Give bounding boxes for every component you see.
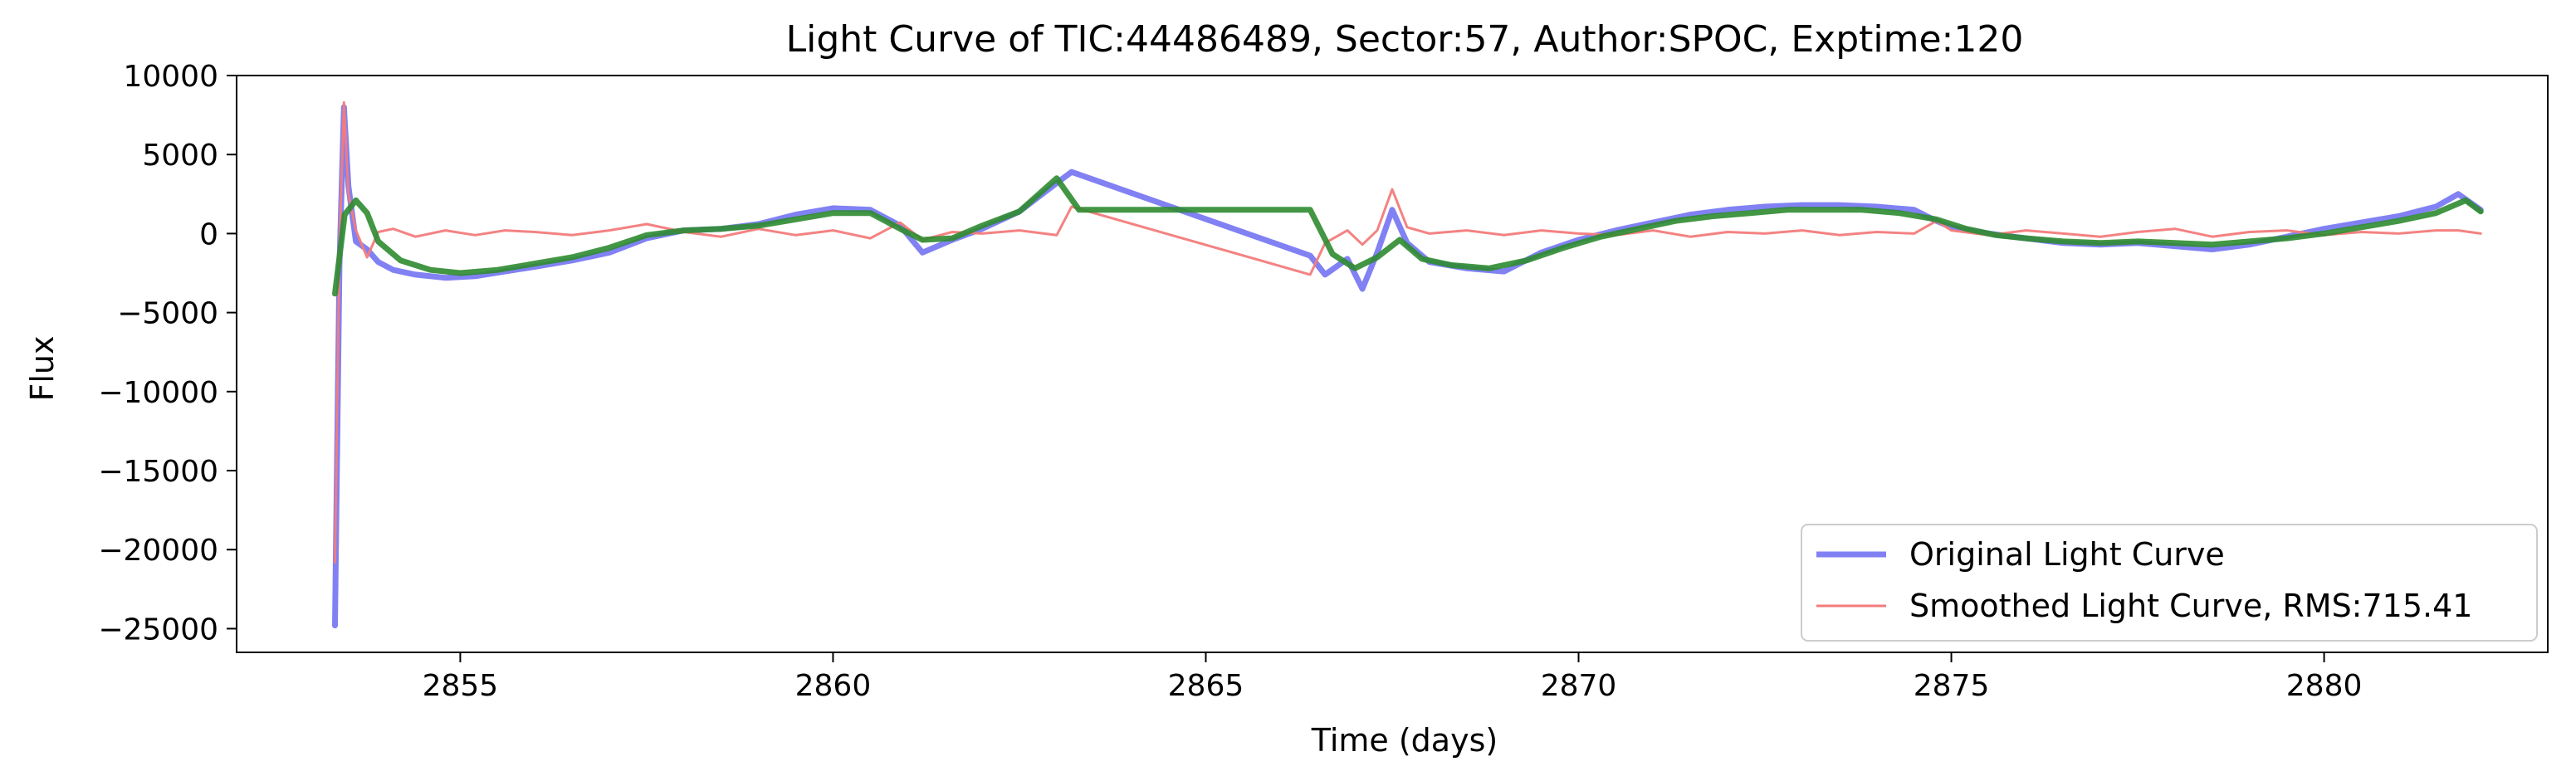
legend: Original Light Curve Smoothed Light Curv…: [1801, 524, 2538, 642]
x-tick-label: 2870: [1541, 669, 1617, 703]
y-tick-label: −20000: [98, 534, 218, 568]
legend-box: [1801, 524, 2538, 642]
x-tick-label: 2875: [1914, 669, 1990, 703]
y-axis-ticks: 10000 5000 0 −5000 −10000 −15000 −20000 −25000: [98, 60, 237, 647]
y-tick-label: −25000: [98, 613, 218, 647]
x-tick-label: 2860: [795, 669, 872, 703]
y-tick-label: 10000: [123, 60, 218, 94]
legend-label-original: Original Light Curve: [1909, 536, 2225, 573]
series-layer: [332, 100, 2484, 629]
x-tick-label: 2855: [423, 669, 499, 703]
x-tick-label: 2880: [2286, 669, 2363, 703]
y-tick-label: −15000: [98, 455, 218, 489]
x-axis-ticks: 2855 2860 2865 2870 2875 2880: [423, 652, 2363, 703]
series-smoothed: [334, 100, 2482, 564]
legend-label-smoothed: Smoothed Light Curve, RMS:715.41: [1909, 588, 2472, 624]
x-axis-label: Time (days): [1311, 722, 1498, 759]
y-tick-label: −5000: [117, 297, 218, 331]
series-trend: [332, 175, 2484, 297]
x-tick-label: 2865: [1168, 669, 1244, 703]
y-tick-label: 5000: [142, 139, 218, 173]
y-tick-label: −10000: [98, 376, 218, 410]
y-axis-label: Flux: [24, 336, 61, 402]
plot-frame: [236, 75, 2549, 653]
chart-title: Light Curve of TIC:44486489, Sector:57, …: [786, 18, 2024, 61]
y-tick-label: 0: [199, 217, 218, 251]
